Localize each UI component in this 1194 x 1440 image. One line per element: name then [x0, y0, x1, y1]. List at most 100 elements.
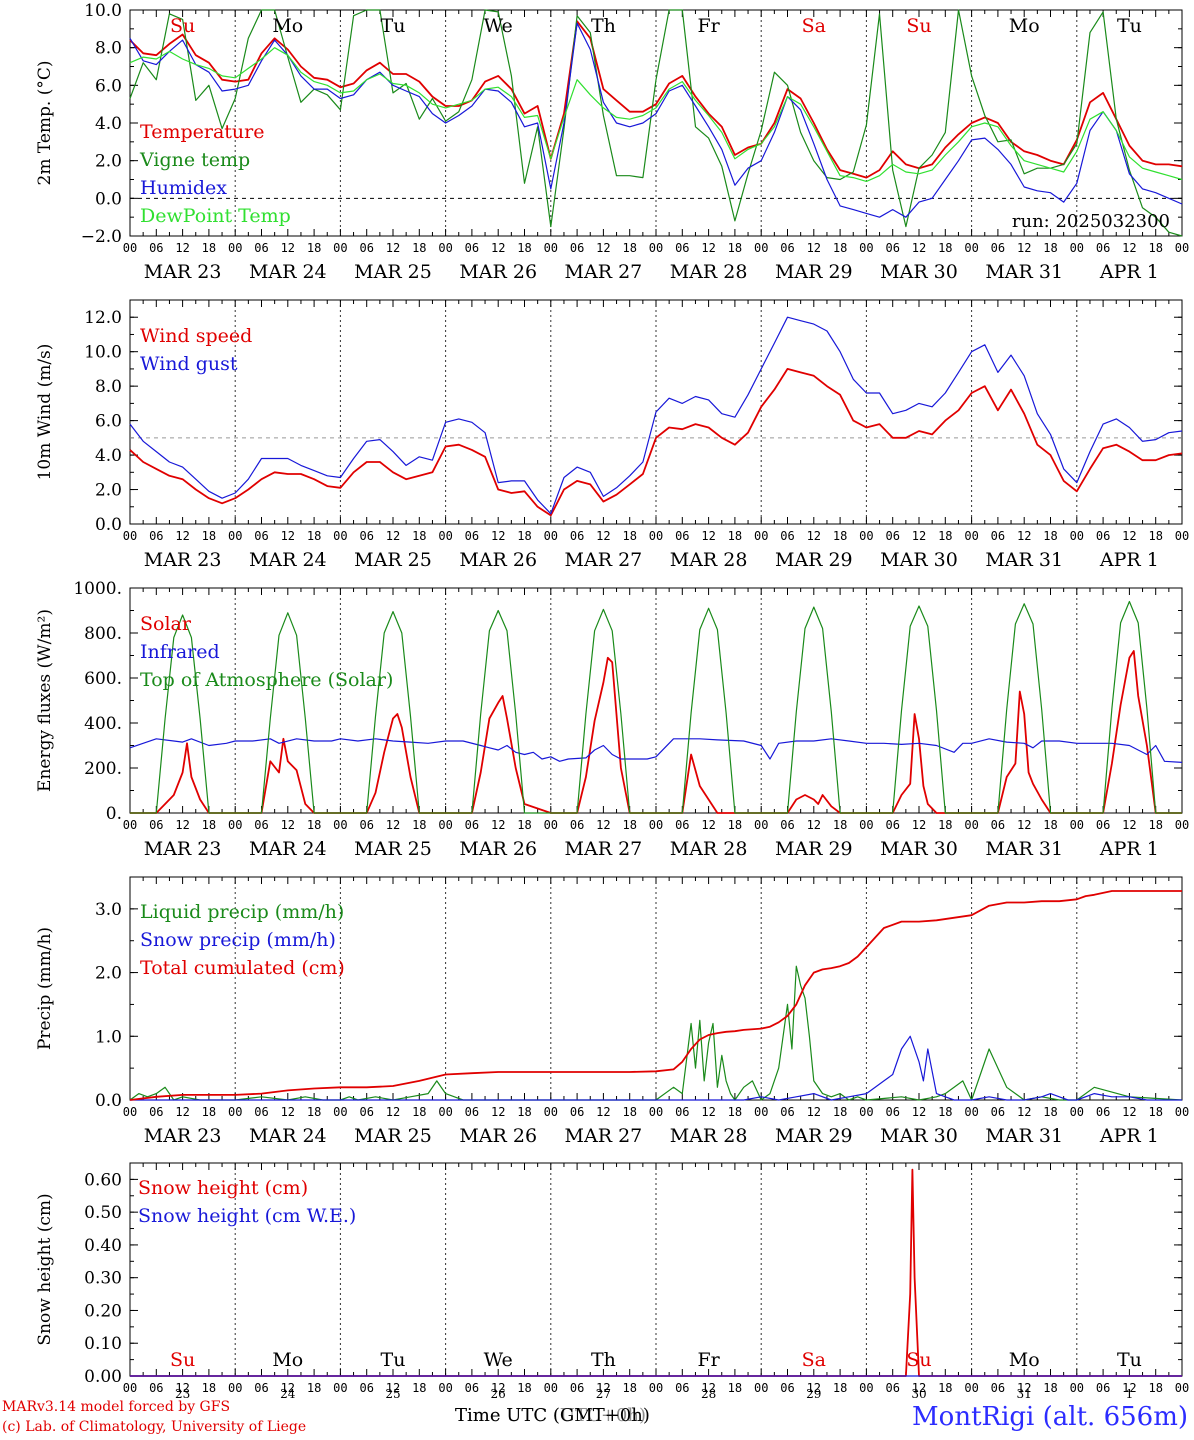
- hour-tick-label: 12: [807, 241, 821, 255]
- hour-tick-label: 00: [123, 818, 137, 832]
- hour-tick-label: 18: [517, 818, 531, 832]
- date-label: APR 1: [1099, 1125, 1159, 1147]
- hour-tick-label: 00: [1070, 1105, 1084, 1119]
- date-label: MAR 28: [670, 261, 748, 283]
- hour-tick-label: 00: [964, 1105, 978, 1119]
- weekday-label: Mo: [272, 15, 303, 37]
- y-tick-label: 600.: [84, 669, 122, 689]
- hour-tick-label: 06: [570, 1105, 584, 1119]
- panel-2: 0.0 2.0 4.0 6.0 8.0 10.0 12.0 10m Wind (m/s) Win…: [35, 299, 1189, 571]
- y-tick-label: 0.00: [84, 1367, 122, 1387]
- hour-tick-label: 12: [175, 1381, 189, 1395]
- y-tick-label: 0.30: [84, 1269, 122, 1289]
- hour-tick-label: 12: [701, 529, 715, 543]
- y-tick-label: −2.0: [81, 227, 122, 247]
- y-tick-label: 0.20: [84, 1301, 122, 1321]
- date-label: MAR 31: [985, 549, 1063, 571]
- hour-tick-label: 00: [544, 818, 558, 832]
- hour-tick-label: 06: [149, 241, 163, 255]
- y-axis-label: Precip (mm/h): [35, 927, 55, 1050]
- hour-tick-label: 18: [728, 1381, 742, 1395]
- date-label: MAR 27: [565, 549, 643, 571]
- hour-tick-label: 18: [517, 529, 531, 543]
- hour-tick-label: 18: [1043, 241, 1057, 255]
- date-label: MAR 30: [880, 838, 958, 860]
- hour-tick-label: 12: [386, 818, 400, 832]
- hour-tick-label: 18: [202, 1381, 216, 1395]
- hour-tick-label: 06: [465, 241, 479, 255]
- hour-tick-label: 18: [622, 818, 636, 832]
- y-tick-label: 2.0: [95, 481, 122, 501]
- hour-tick-label: 18: [938, 1381, 952, 1395]
- hour-tick-label: 06: [885, 1381, 899, 1395]
- hour-tick-label: 00: [649, 1381, 663, 1395]
- legend-entry: Wind speed: [140, 325, 252, 347]
- hour-tick-label: 12: [807, 529, 821, 543]
- hour-tick-label: 06: [465, 818, 479, 832]
- hour-tick-label: 12: [912, 241, 926, 255]
- hour-tick-label: 06: [991, 1105, 1005, 1119]
- day-number-label: 26: [491, 1387, 506, 1401]
- hour-tick-label: 00: [964, 1381, 978, 1395]
- hour-tick-label: 12: [281, 529, 295, 543]
- hour-tick-label: 00: [438, 241, 452, 255]
- hour-tick-label: 18: [1148, 1381, 1162, 1395]
- hour-tick-label: 06: [1096, 1381, 1110, 1395]
- hour-tick-label: 12: [701, 818, 715, 832]
- legend-entry: Total cumulated (cm): [140, 957, 345, 979]
- y-tick-label: 1.0: [95, 1027, 122, 1047]
- hour-tick-label: 06: [1096, 818, 1110, 832]
- date-label: MAR 23: [144, 838, 222, 860]
- hour-tick-label: 00: [123, 1381, 137, 1395]
- date-label: MAR 23: [144, 1125, 222, 1147]
- hour-tick-label: 06: [885, 241, 899, 255]
- hour-tick-label: 06: [885, 529, 899, 543]
- date-label: MAR 27: [565, 261, 643, 283]
- hour-tick-label: 12: [281, 1105, 295, 1119]
- y-axis-label: 10m Wind (m/s): [35, 344, 55, 481]
- hour-tick-label: 18: [1148, 241, 1162, 255]
- hour-tick-label: 06: [570, 241, 584, 255]
- weekday-label: Sa: [802, 1349, 826, 1371]
- hour-tick-label: 00: [333, 818, 347, 832]
- hour-tick-label: 00: [1175, 818, 1189, 832]
- hour-tick-label: 18: [307, 1381, 321, 1395]
- date-label: MAR 29: [775, 261, 853, 283]
- y-tick-label: 2.0: [95, 964, 122, 984]
- hour-tick-label: 06: [675, 1381, 689, 1395]
- hour-tick-label: 12: [175, 241, 189, 255]
- date-label: APR 1: [1099, 261, 1159, 283]
- y-tick-label: 4.0: [95, 114, 122, 134]
- weekday-label: Th: [591, 15, 616, 37]
- hour-tick-label: 06: [885, 1105, 899, 1119]
- y-tick-label: 0.60: [84, 1170, 122, 1190]
- hour-tick-label: 18: [938, 529, 952, 543]
- hour-tick-label: 18: [833, 818, 847, 832]
- panel-3: 0. 200. 400. 600. 800. 1000. Energy fluxes (W/…: [35, 579, 1189, 860]
- series-line-humidex: [129, 22, 1183, 218]
- hour-tick-label: 12: [596, 818, 610, 832]
- hour-tick-label: 00: [228, 1105, 242, 1119]
- plot-frame: [129, 9, 1183, 237]
- y-tick-label: 8.0: [95, 377, 122, 397]
- legend-entry: Snow height (cm W.E.): [138, 1205, 356, 1227]
- y-tick-label: 4.0: [95, 446, 122, 466]
- credit-line-1: MARv3.14 model forced by GFS: [2, 1399, 231, 1415]
- hour-tick-label: 12: [175, 1105, 189, 1119]
- date-label: MAR 23: [144, 261, 222, 283]
- hour-tick-label: 12: [807, 1105, 821, 1119]
- hour-tick-label: 00: [859, 1105, 873, 1119]
- hour-tick-label: 06: [675, 241, 689, 255]
- weekday-label: Tu: [1117, 15, 1142, 37]
- legend-entry: Top of Atmosphere (Solar): [140, 669, 393, 691]
- date-label: MAR 27: [565, 1125, 643, 1147]
- date-label: MAR 26: [459, 1125, 537, 1147]
- hour-tick-label: 06: [359, 529, 373, 543]
- hour-tick-label: 06: [1096, 529, 1110, 543]
- hour-tick-label: 00: [228, 818, 242, 832]
- legend-entry: DewPoint Temp: [140, 205, 291, 227]
- hour-tick-label: 06: [359, 1381, 373, 1395]
- hour-tick-label: 12: [912, 1105, 926, 1119]
- weekday-label: We: [484, 1349, 513, 1371]
